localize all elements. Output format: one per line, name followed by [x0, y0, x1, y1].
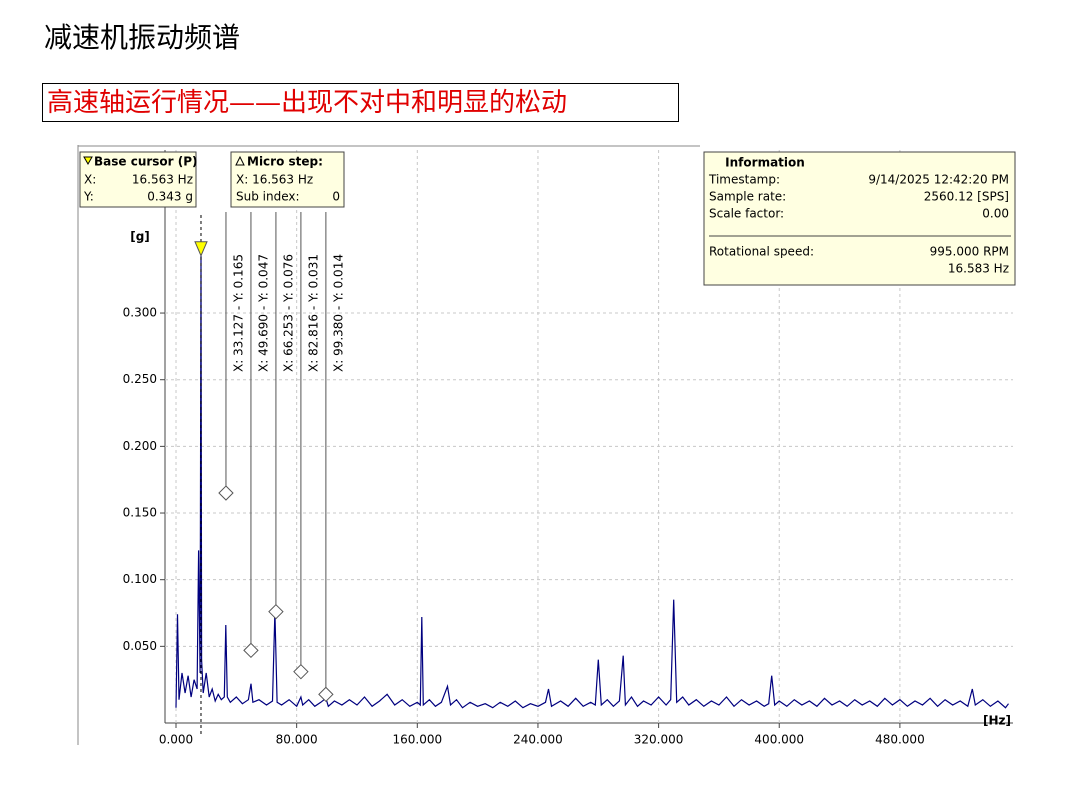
x-tick-label: 240.000 [513, 733, 563, 747]
cursor-y-value: 0.343 g [147, 190, 193, 204]
spectrum-line [175, 255, 1009, 709]
info-value: 9/14/2025 12:42:20 PM [868, 173, 1009, 187]
y-tick-label: 0.050 [123, 639, 157, 653]
cursor-x-value: 16.563 Hz [132, 173, 193, 187]
y-axis-label: [g] [130, 230, 150, 244]
info-name: Timestamp: [708, 173, 780, 187]
harmonic-marker [318, 686, 334, 703]
harmonic-marker [268, 603, 284, 620]
harmonic-label: X: 66.253 - Y: 0.076 [281, 254, 295, 372]
sub-index-value: 0 [332, 190, 340, 204]
micro-step-icon [235, 155, 245, 166]
x-tick-label: 400.000 [754, 733, 804, 747]
micro-step-x: X: 16.563 Hz [236, 173, 313, 187]
page-subtitle: 高速轴运行情况——出现不对中和明显的松动 [42, 83, 679, 122]
y-tick-label: 0.300 [123, 306, 157, 320]
cursor-title: Base cursor (P) [94, 155, 198, 169]
info-value: 995.000 RPM [930, 245, 1009, 259]
information-box [703, 151, 1016, 286]
y-tick-label: 0.150 [123, 506, 157, 520]
x-tick-label: 480.000 [875, 733, 925, 747]
info-value: 0.00 [982, 207, 1009, 221]
harmonic-label: X: 82.816 - Y: 0.031 [306, 254, 320, 372]
info-value: 2560.12 [SPS] [924, 190, 1009, 204]
info-value: 16.583 Hz [948, 262, 1009, 276]
cursor-icon [83, 156, 93, 166]
x-tick-label: 320.000 [634, 733, 684, 747]
sub-index-name: Sub index: [236, 190, 300, 204]
cursor-marker [194, 241, 208, 257]
information-title: Information [725, 156, 805, 170]
micro-step-box [230, 151, 345, 208]
cursor-x-name: X: [84, 173, 96, 187]
x-tick-label: 0.000 [159, 733, 193, 747]
x-tick-label: 160.000 [392, 733, 442, 747]
cursor-box [79, 151, 197, 208]
harmonic-marker [218, 485, 234, 501]
page-title: 减速机振动频谱 [44, 21, 241, 54]
x-axis-label: [Hz] [983, 714, 1011, 728]
harmonic-label: X: 33.127 - Y: 0.165 [231, 254, 245, 372]
cursor-y-name: Y: [83, 190, 94, 204]
harmonic-label: X: 99.380 - Y: 0.014 [331, 254, 345, 372]
x-tick-label: 80.000 [276, 733, 318, 747]
harmonic-marker [293, 663, 309, 680]
info-name: Scale factor: [709, 207, 784, 221]
harmonic-marker [243, 642, 259, 659]
y-tick-label: 0.250 [123, 372, 157, 386]
info-name: Sample rate: [709, 190, 786, 204]
info-name: Rotational speed: [709, 245, 814, 259]
y-tick-label: 0.100 [123, 572, 157, 586]
harmonic-label: X: 49.690 - Y: 0.047 [256, 254, 270, 372]
y-tick-label: 0.200 [123, 439, 157, 453]
micro-step-title: Micro step: [247, 155, 323, 169]
